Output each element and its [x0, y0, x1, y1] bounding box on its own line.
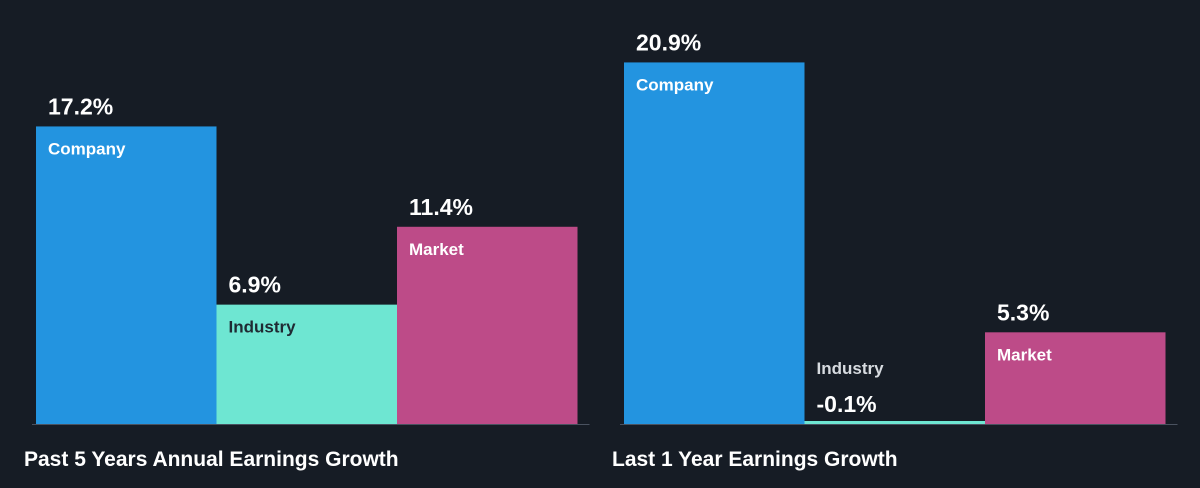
- category-label-market: Market: [997, 345, 1052, 364]
- bar-market: [397, 226, 578, 424]
- bar-market: [985, 332, 1166, 424]
- bar-company: [624, 62, 805, 425]
- bar-company: [36, 126, 217, 424]
- bar-industry: [804, 421, 985, 424]
- value-label-company: 17.2%: [48, 93, 113, 119]
- chart-title: Past 5 Years Annual Earnings Growth: [24, 448, 399, 471]
- chart-panel-1: Company 17.2% Industry 6.9% Market 11.4% Past …: [24, 93, 590, 471]
- value-label-market: 11.4%: [409, 194, 473, 220]
- category-label-company: Company: [48, 139, 126, 158]
- value-label-market: 5.3%: [997, 299, 1049, 325]
- value-label-industry: -0.1%: [817, 391, 877, 417]
- category-label-market: Market: [409, 240, 464, 259]
- category-label-industry: Industry: [229, 318, 297, 337]
- chart-panel-2: Company 20.9% Industry -0.1% Market 5.3% Last …: [612, 29, 1178, 471]
- chart-title: Last 1 Year Earnings Growth: [612, 448, 898, 471]
- category-label-company: Company: [636, 75, 714, 94]
- value-label-industry: 6.9%: [229, 272, 281, 298]
- value-label-company: 20.9%: [636, 29, 701, 55]
- bar-industry: [216, 304, 397, 424]
- category-label-industry: Industry: [817, 359, 885, 378]
